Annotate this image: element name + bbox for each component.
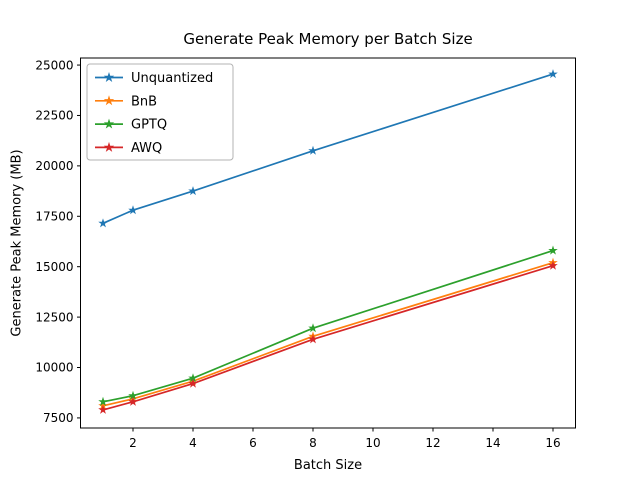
series-marker-unquantized <box>188 186 198 196</box>
legend-label-unquantized: Unquantized <box>131 71 213 86</box>
series-marker-gptq <box>98 396 108 406</box>
x-tick-label: 12 <box>425 436 440 450</box>
legend-marker-bnb <box>103 95 115 106</box>
y-tick-label: 17500 <box>35 209 73 223</box>
series-marker-unquantized <box>98 218 108 228</box>
series-marker-gptq <box>188 373 198 383</box>
series-marker-awq <box>548 260 558 270</box>
x-tick-label: 16 <box>545 436 560 450</box>
legend-label-gptq: GPTQ <box>131 118 167 133</box>
x-tick-label: 2 <box>129 436 137 450</box>
y-tick-label: 12500 <box>35 310 73 324</box>
series-marker-unquantized <box>128 205 138 215</box>
x-axis-label: Batch Size <box>293 458 363 473</box>
series-marker-unquantized <box>308 145 318 155</box>
x-tick-label: 4 <box>189 436 197 450</box>
legend-box <box>86 63 234 161</box>
y-tick-label: 10000 <box>35 361 73 375</box>
plot-border <box>80 57 576 429</box>
legend-marker-awq <box>103 141 115 152</box>
x-tick-label: 8 <box>309 436 317 450</box>
y-tick-label: 20000 <box>35 159 73 173</box>
x-tick-label: 14 <box>485 436 500 450</box>
series-marker-gptq <box>128 390 138 400</box>
y-tick-label: 25000 <box>35 58 73 72</box>
legend-marker-unquantized <box>103 72 115 82</box>
series-line-gptq <box>102 249 554 403</box>
series-marker-awq <box>98 404 108 414</box>
series-marker-awq <box>308 334 318 344</box>
series-marker-gptq <box>308 323 318 333</box>
x-tick-label: 6 <box>249 436 257 450</box>
series-marker-awq <box>128 396 138 406</box>
legend-label-bnb: BnB <box>131 94 157 109</box>
chart-title: Generate Peak Memory per Batch Size <box>183 30 473 48</box>
y-tick-label: 7500 <box>43 411 74 425</box>
series-marker-unquantized <box>548 69 558 79</box>
series-marker-awq <box>188 378 198 388</box>
x-tick-label: 10 <box>365 436 380 450</box>
y-tick-label: 15000 <box>35 260 73 274</box>
y-tick-label: 22500 <box>35 109 73 123</box>
legend-label-awq: AWQ <box>131 141 162 156</box>
series-marker-gptq <box>548 245 558 255</box>
legend-marker-gptq <box>103 118 115 129</box>
